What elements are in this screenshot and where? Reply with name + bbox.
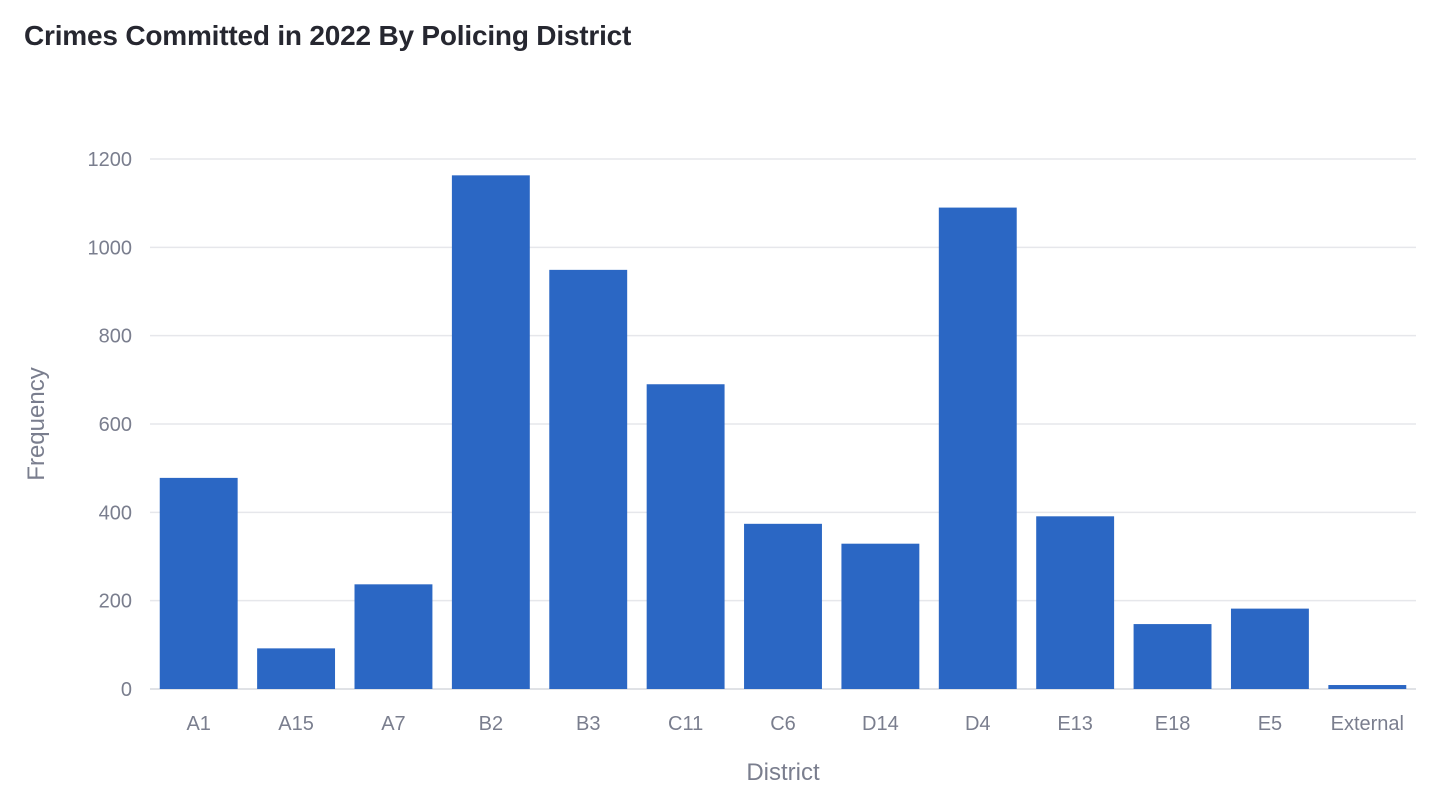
bar-c6[interactable] (744, 523, 822, 689)
x-tick-label: External (1331, 713, 1404, 735)
y-axis-ticks: 0 200 400 600 800 1000 1200 (88, 149, 133, 701)
bar-a1[interactable] (159, 477, 238, 689)
y-tick-label: 200 (99, 591, 132, 613)
bar-e13[interactable] (1036, 516, 1115, 689)
bar-e5[interactable] (1230, 608, 1309, 689)
bar-e18[interactable] (1133, 624, 1212, 689)
x-tick-label: C6 (770, 713, 796, 735)
x-axis-title: District (746, 759, 820, 786)
y-tick-label: 1000 (88, 237, 133, 259)
bar-b3[interactable] (549, 269, 628, 689)
y-tick-label: 800 (99, 326, 132, 348)
bar-c11[interactable] (646, 384, 725, 689)
x-tick-label: A1 (186, 713, 210, 735)
bar-a15[interactable] (257, 648, 336, 689)
x-tick-label: E18 (1155, 713, 1191, 735)
x-axis-ticks: A1 A15 A7 B2 B3 C11 C6 D14 D4 E13 E18 E5 External (186, 713, 1404, 735)
x-tick-label: D4 (965, 713, 991, 735)
y-tick-label: 1200 (88, 149, 133, 171)
x-tick-label: A15 (278, 713, 314, 735)
x-tick-label: B3 (576, 713, 600, 735)
x-tick-label: E13 (1057, 713, 1093, 735)
bar-a7[interactable] (354, 584, 433, 689)
bar-d14[interactable] (841, 543, 920, 689)
x-tick-label: A7 (381, 713, 405, 735)
bar-d4[interactable] (938, 207, 1017, 690)
bar-external[interactable] (1328, 685, 1407, 689)
bar-b2[interactable] (451, 175, 530, 689)
x-tick-label: B2 (479, 713, 503, 735)
x-tick-label: C11 (668, 713, 703, 735)
chart-title: Crimes Committed in 2022 By Policing Dis… (24, 20, 632, 51)
bars (159, 175, 1407, 690)
x-tick-label: D14 (862, 713, 899, 735)
y-tick-label: 400 (99, 502, 132, 524)
x-tick-label: E5 (1258, 713, 1282, 735)
y-tick-label: 600 (99, 414, 132, 436)
y-tick-label: 0 (121, 679, 132, 701)
y-axis-title: Frequency (23, 367, 50, 480)
